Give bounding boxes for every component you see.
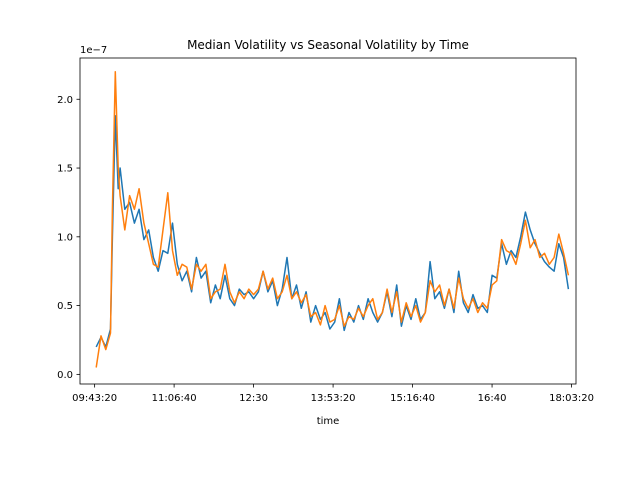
x-tick-label: 13:53:20 — [311, 393, 356, 404]
x-tick-label: 18:03:20 — [549, 393, 594, 404]
x-tick-label: 12:30 — [239, 393, 268, 404]
chart-title: Median Volatility vs Seasonal Volatility… — [187, 38, 469, 52]
y-scale-label: 1e−7 — [80, 45, 107, 56]
y-tick-label: 0.5 — [57, 301, 73, 312]
plot-area-frame — [79, 57, 577, 385]
y-tick-label: 0.0 — [57, 370, 73, 381]
series-line-2 — [95, 71, 570, 368]
x-axis: 09:43:20 11:06:40 12:30 13:53:20 15:16:40 16:… — [72, 384, 594, 404]
x-axis-label: time — [317, 416, 340, 427]
x-tick-label: 15:16:40 — [390, 393, 435, 404]
x-tick-label: 09:43:20 — [72, 393, 117, 404]
series-layer — [95, 71, 570, 368]
x-tick-label: 11:06:40 — [152, 393, 197, 404]
y-axis: 0.0 0.5 1.0 1.5 2.0 — [57, 95, 80, 381]
y-tick-label: 1.5 — [57, 164, 73, 175]
y-tick-label: 1.0 — [57, 232, 73, 243]
x-tick-label: 16:40 — [478, 393, 507, 404]
y-tick-label: 2.0 — [57, 95, 73, 106]
